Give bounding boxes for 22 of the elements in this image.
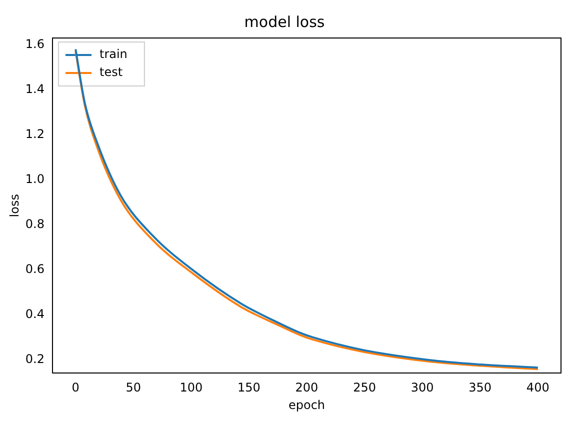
- y-tick-label: 0.2: [25, 352, 44, 366]
- y-axis-title: loss: [7, 194, 22, 218]
- y-tick-label: 0.6: [25, 262, 44, 276]
- x-tick-label: 200: [295, 380, 318, 395]
- x-axis-title: epoch: [288, 398, 326, 412]
- y-tick-label: 1.4: [25, 82, 44, 96]
- x-tick-label: 100: [180, 380, 203, 395]
- y-tick-label: 1.0: [25, 172, 44, 186]
- x-tick-label: 350: [468, 380, 492, 395]
- chart-title: model loss: [244, 12, 325, 31]
- y-tick-label: 0.4: [25, 306, 44, 321]
- x-tick-label: 400: [526, 380, 550, 395]
- x-tick-label: 0: [72, 380, 80, 395]
- legend-label: train: [99, 47, 128, 62]
- x-tick-label: 150: [238, 380, 260, 395]
- y-tick-label: 1.2: [25, 126, 44, 141]
- x-tick-label: 250: [353, 380, 376, 395]
- x-tick-label: 300: [410, 380, 434, 395]
- y-tick-label: 0.8: [25, 216, 44, 231]
- y-tick-label: 1.6: [25, 36, 44, 51]
- x-tick-label: 50: [126, 380, 142, 395]
- legend-label: test: [99, 65, 123, 80]
